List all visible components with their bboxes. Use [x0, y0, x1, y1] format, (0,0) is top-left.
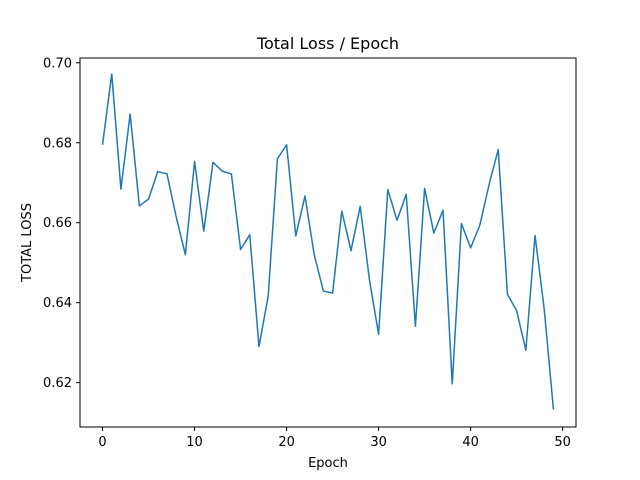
y-tick-label: 0.70 [43, 56, 72, 71]
x-tick-label: 0 [98, 435, 106, 450]
x-tick-label: 20 [278, 435, 295, 450]
x-axis-ticks: 0 10 20 30 40 50 [98, 427, 571, 450]
y-axis-label: TOTAL LOSS [20, 203, 35, 283]
y-axis-ticks: 0.62 0.64 0.66 0.68 0.70 [43, 56, 80, 391]
x-axis-label: Epoch [308, 456, 348, 471]
x-tick-label: 30 [370, 435, 387, 450]
series-line-0 [101, 73, 555, 410]
x-tick-label: 40 [462, 435, 479, 450]
series-layer [101, 73, 555, 410]
y-tick-label: 0.64 [43, 296, 72, 311]
x-tick-label: 50 [554, 435, 571, 450]
plot-area [80, 58, 576, 427]
y-tick-label: 0.68 [43, 136, 72, 151]
y-tick-label: 0.66 [43, 216, 72, 231]
y-tick-label: 0.62 [43, 376, 72, 391]
x-tick-label: 10 [186, 435, 203, 450]
chart-title: Total Loss / Epoch [256, 34, 399, 53]
plot-frame [79, 57, 577, 428]
